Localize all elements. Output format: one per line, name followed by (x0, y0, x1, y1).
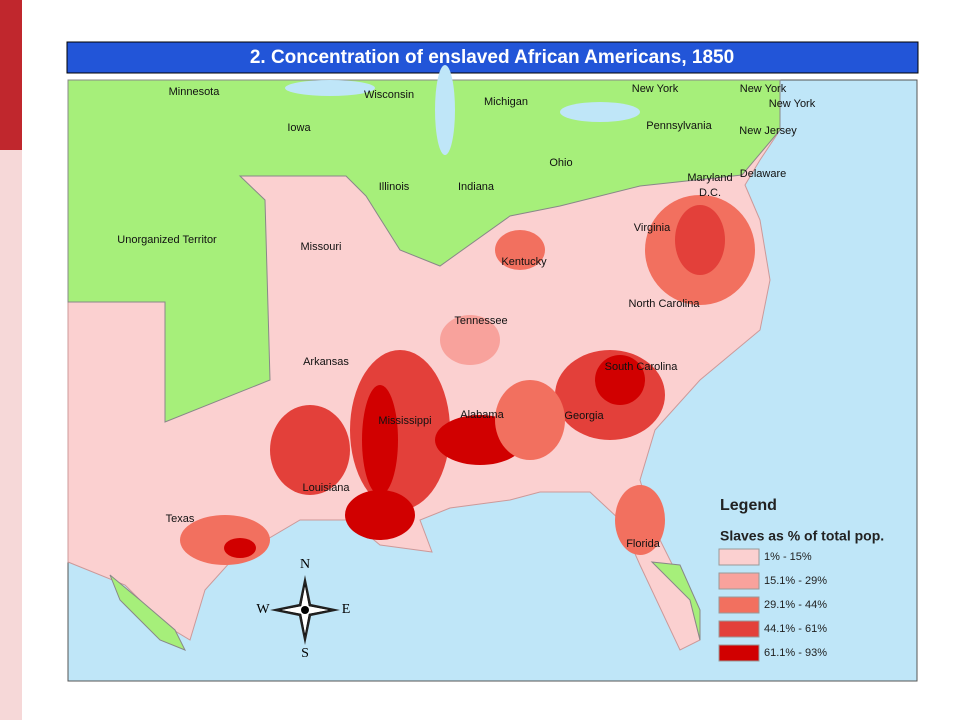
state-label: New York (769, 98, 816, 110)
state-label: Indiana (458, 181, 495, 193)
state-label: Maryland (687, 172, 732, 184)
lake (560, 102, 640, 122)
legend-swatch (718, 620, 760, 638)
state-label: Virginia (634, 222, 671, 234)
decor-strip (0, 0, 22, 150)
state-label: Wisconsin (364, 89, 414, 101)
state-label: Unorganized Territor (117, 234, 217, 246)
lake (435, 65, 455, 155)
compass-rose (270, 575, 340, 645)
legend-label: 15.1% - 29% (764, 575, 827, 587)
state-label: Minnesota (169, 86, 221, 98)
state-label: Kentucky (501, 256, 547, 268)
state-label: Michigan (484, 96, 528, 108)
compass-s: S (301, 646, 309, 661)
legend-label: 1% - 15% (764, 551, 812, 563)
state-label: Illinois (379, 181, 410, 193)
state-label: Missouri (301, 241, 342, 253)
state-label: New York (632, 83, 679, 95)
title: 2. Concentration of enslaved African Ame… (250, 47, 734, 68)
state-label: Iowa (287, 122, 311, 134)
state-label: Alabama (460, 409, 504, 421)
compass-w: W (256, 602, 270, 617)
legend-subtitle: Slaves as % of total pop. (720, 528, 884, 544)
state-label: New Jersey (739, 125, 797, 137)
map (67, 65, 918, 682)
legend-swatch (718, 548, 760, 566)
legend-label: 44.1% - 61% (764, 623, 827, 635)
legend-swatch (718, 596, 760, 614)
compass-e: E (342, 602, 351, 617)
state-label: South Carolina (605, 361, 679, 373)
texas-south (109, 574, 187, 651)
lake (285, 80, 375, 96)
state-label: Texas (166, 513, 195, 525)
state-label: Florida (626, 538, 661, 550)
legend-swatch (718, 644, 760, 662)
legend-title: Legend (720, 497, 777, 514)
state-label: Ohio (549, 157, 572, 169)
state-label: Arkansas (303, 356, 349, 368)
florida-south (650, 561, 701, 641)
legend-swatch (718, 572, 760, 590)
title-bar (66, 41, 919, 74)
free-land (67, 79, 781, 423)
legend-label: 61.1% - 93% (764, 647, 827, 659)
state-label: D.C. (699, 187, 721, 199)
state-label: Delaware (740, 168, 786, 180)
compass-n: N (300, 557, 310, 572)
state-label: Mississippi (378, 415, 431, 427)
state-label: Louisiana (302, 482, 350, 494)
state-label: New York (740, 83, 787, 95)
legend-label: 29.1% - 44% (764, 599, 827, 611)
state-label: Pennsylvania (646, 120, 712, 132)
decor-strip (0, 150, 22, 720)
state-label: Tennessee (454, 315, 507, 327)
state-label: Georgia (564, 410, 604, 422)
concentration (180, 195, 755, 565)
state-label: North Carolina (629, 298, 701, 310)
